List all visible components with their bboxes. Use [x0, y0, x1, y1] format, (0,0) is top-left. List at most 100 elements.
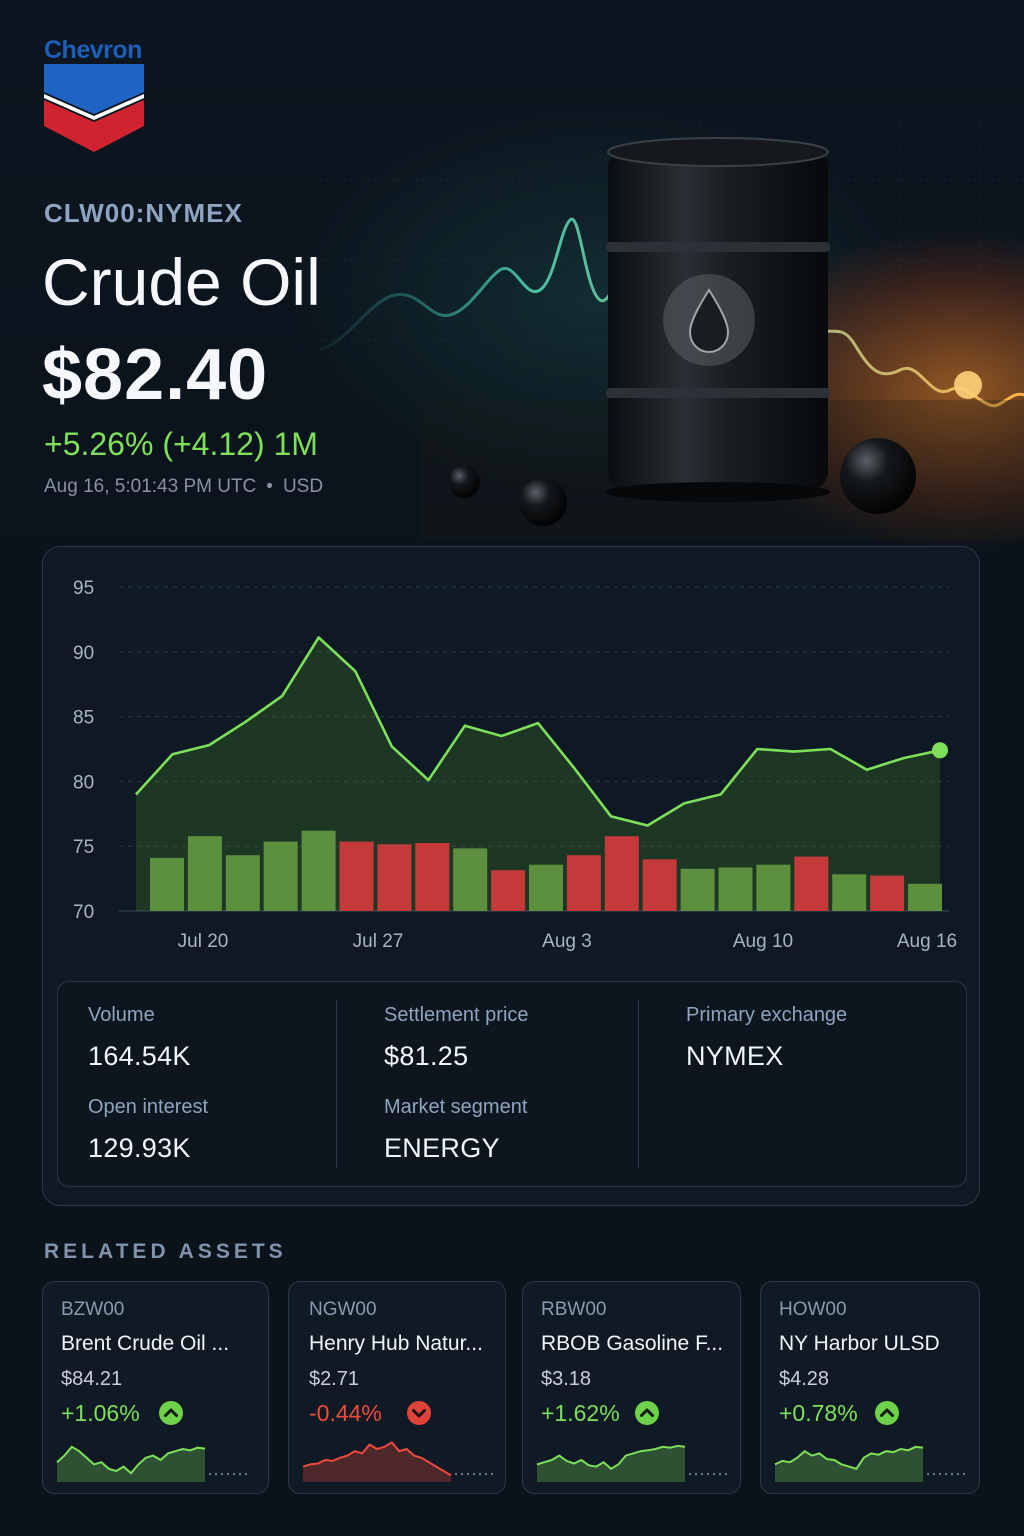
volume-bar [604, 836, 639, 911]
volume-bar [225, 855, 260, 911]
hero-background [0, 0, 1024, 620]
asset-name: NY Harbor ULSD [779, 1332, 940, 1355]
sparkline-area [303, 1442, 451, 1482]
volume-bar [756, 864, 791, 911]
volume-bar [377, 844, 412, 911]
related-asset-card[interactable]: NGW00 Henry Hub Natur... $2.71 -0.44% [288, 1281, 506, 1494]
asset-name: Brent Crude Oil ... [61, 1332, 230, 1355]
separator-dot: • [266, 476, 273, 497]
sparkline [56, 1445, 251, 1482]
volume-bar [491, 870, 526, 911]
sparkline [774, 1445, 969, 1482]
x-tick-label: Aug 10 [733, 931, 793, 952]
volume-bar [908, 883, 942, 911]
volume-bar [187, 836, 222, 911]
chevron-logo: Chevron [44, 36, 148, 156]
volume-bar [263, 841, 298, 911]
asset-code: HOW00 [779, 1299, 847, 1320]
price-chart-card: 95 90 85 80 75 70 Jul 20 Jul 27 Aug 3 Aug 10 Aug 1… [42, 546, 980, 1206]
volume-bar [870, 875, 905, 911]
y-tick-label: 75 [73, 837, 94, 858]
y-tick-label: 95 [73, 578, 94, 599]
asset-code: NGW00 [309, 1299, 377, 1320]
stat-label: Settlement price [384, 1004, 529, 1026]
asset-price: $4.28 [779, 1368, 830, 1390]
chevron-down-icon [407, 1401, 431, 1425]
related-asset-card[interactable]: RBW00 RBOB Gasoline F... $3.18 +1.62% [522, 1281, 741, 1494]
related-asset-card[interactable]: BZW00 Brent Crude Oil ... $84.21 +1.06% [42, 1281, 269, 1494]
price-line [135, 636, 941, 827]
quote-meta: Aug 16, 5:01:43 PM UTC • USD [44, 476, 323, 498]
asset-code: RBW00 [541, 1299, 607, 1320]
quote-currency: USD [282, 476, 324, 497]
stats-panel: Volume 164.54K Open interest 129.93K Set… [57, 981, 967, 1187]
ticker-symbol: CLW00:NYMEX [44, 198, 243, 228]
price-chart[interactable]: 95 90 85 80 75 70 Jul 20 Jul 27 Aug 3 Aug 10 Aug 1… [43, 547, 981, 967]
volume-bar [453, 848, 488, 911]
sparkline [536, 1444, 731, 1482]
last-price-dot [932, 742, 948, 759]
volume-bar [832, 874, 867, 911]
price-area [136, 637, 940, 911]
volume-bar [339, 841, 374, 911]
volume-bar [150, 857, 184, 911]
stat-market-segment: Market segment ENERGY [384, 1096, 527, 1164]
page-title: Crude Oil [42, 245, 321, 319]
stat-open-interest: Open interest 129.93K [88, 1096, 208, 1164]
volume-bar [642, 859, 677, 911]
asset-name: RBOB Gasoline F... [541, 1332, 724, 1355]
stat-value: NYMEX [686, 1041, 784, 1071]
stat-value: ENERGY [384, 1133, 500, 1163]
asset-change: +1.62% [541, 1400, 620, 1426]
stats-divider [638, 1000, 639, 1168]
asset-change: +0.78% [779, 1400, 858, 1426]
y-tick-label: 80 [73, 772, 94, 793]
x-tick-label: Aug 3 [542, 931, 592, 952]
related-assets-heading: RELATED ASSETS [44, 1240, 287, 1263]
stat-value: $81.25 [384, 1041, 469, 1071]
volume-bar [566, 855, 601, 911]
quote-timestamp: Aug 16, 5:01:43 PM UTC [44, 476, 257, 497]
y-tick-label: 70 [73, 902, 94, 923]
stat-value: 164.54K [88, 1041, 191, 1071]
x-tick-label: Aug 16 [897, 931, 957, 952]
chevron-up-icon [635, 1401, 659, 1425]
sparkline-area [57, 1446, 205, 1482]
stat-label: Volume [88, 1004, 155, 1026]
volume-bar [718, 867, 753, 911]
asset-price: $3.18 [541, 1368, 592, 1390]
stat-value: 129.93K [88, 1133, 191, 1163]
related-asset-card[interactable]: HOW00 NY Harbor ULSD $4.28 +0.78% [760, 1281, 980, 1494]
volume-bar [301, 830, 336, 911]
stat-settlement-price: Settlement price $81.25 [384, 1004, 529, 1072]
y-tick-label: 85 [73, 708, 94, 729]
asset-change: -0.44% [309, 1400, 382, 1426]
stat-label: Open interest [88, 1096, 209, 1118]
sparkline-line [536, 1444, 686, 1471]
volume-bar [794, 856, 829, 911]
stat-label: Primary exchange [686, 1004, 848, 1026]
stats-divider [336, 1000, 337, 1168]
sparkline-area [537, 1445, 685, 1482]
asset-code: BZW00 [61, 1299, 125, 1320]
asset-change: +1.06% [61, 1400, 140, 1426]
x-tick-label: Jul 20 [178, 931, 229, 952]
sparkline-line [56, 1445, 206, 1475]
stat-volume: Volume 164.54K [88, 1004, 191, 1072]
volume-bar [529, 864, 563, 911]
y-tick-label: 90 [73, 643, 94, 664]
logo-wordmark: Chevron [44, 36, 142, 64]
sparkline-area [775, 1446, 923, 1482]
asset-price: $2.71 [309, 1368, 360, 1390]
oil-barrel-illustration [319, 120, 1024, 540]
x-tick-label: Jul 27 [353, 931, 404, 952]
sparkline-line [774, 1445, 924, 1470]
stat-label: Market segment [384, 1096, 528, 1118]
sparkline-line [302, 1441, 452, 1477]
price-change: +5.26% (+4.12) 1M [44, 426, 318, 462]
stat-primary-exchange: Primary exchange NYMEX [686, 1004, 847, 1072]
asset-price: $84.21 [61, 1368, 123, 1390]
chevron-up-icon [159, 1401, 183, 1425]
asset-name: Henry Hub Natur... [309, 1332, 483, 1355]
sparkline [302, 1441, 497, 1482]
